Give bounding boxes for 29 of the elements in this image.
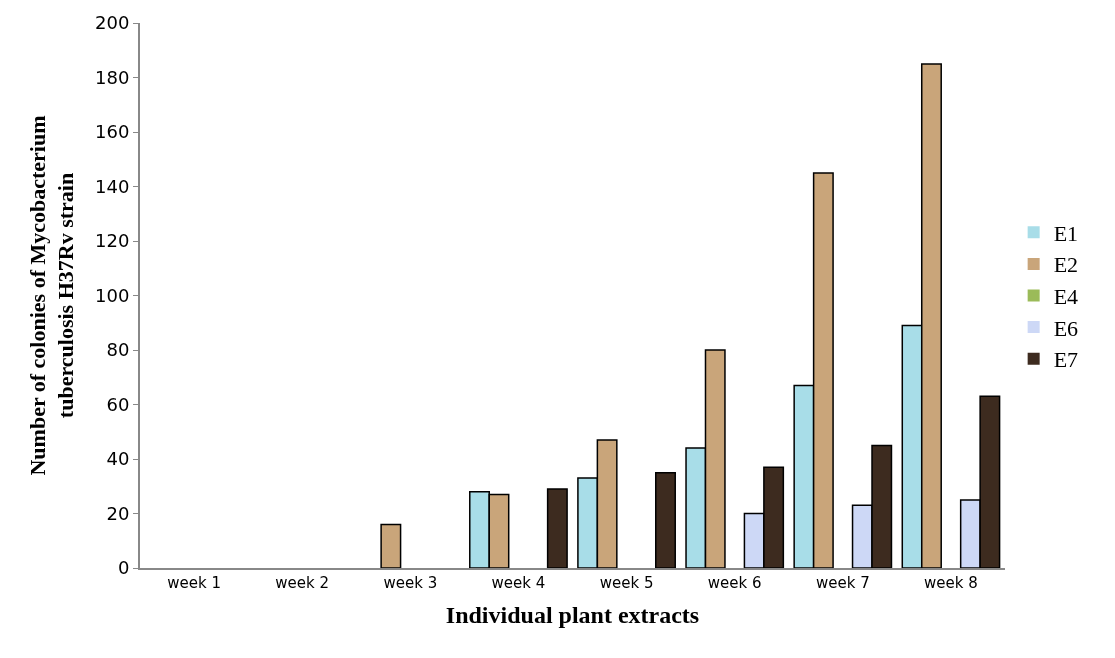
legend-label: E1	[1053, 220, 1079, 246]
y-tick-label: 40	[106, 448, 130, 470]
x-tick-label: week 3	[383, 574, 438, 592]
y-tick-label: 140	[95, 175, 130, 197]
x-tick-label: week 7	[815, 574, 870, 592]
x-axis-title: Individual plant extracts	[445, 601, 700, 628]
y-tick-label: 180	[95, 66, 130, 88]
y-tick-label: 100	[95, 284, 130, 306]
y-tick-label: 200	[95, 12, 130, 34]
legend-label: E4	[1053, 284, 1079, 310]
x-tick-label: week 2	[275, 574, 330, 592]
x-tick-label: week 6	[707, 574, 762, 592]
y-tick-label: 0	[117, 557, 130, 579]
legend-label: E2	[1053, 252, 1079, 278]
y-tick-label: 160	[95, 121, 130, 143]
y-tick-label: 120	[95, 230, 130, 252]
x-tick-label: week 8	[924, 574, 978, 592]
bar	[655, 471, 676, 568]
y-tick-label: 80	[106, 339, 130, 361]
y-tick-label: 20	[106, 502, 130, 524]
y-axis-title: Number of colonies of Mycobacterium tuberculosis H37Rv strain	[24, 115, 79, 476]
x-tick-label: week 1	[167, 574, 221, 592]
bar	[380, 523, 402, 568]
y-tick-label: 60	[106, 393, 130, 415]
x-tick-label: week 4	[491, 574, 546, 592]
legend-label: E6	[1053, 315, 1079, 341]
x-tick-label: week 5	[599, 574, 654, 592]
bar	[546, 488, 568, 568]
legend-label: E7	[1053, 347, 1079, 373]
